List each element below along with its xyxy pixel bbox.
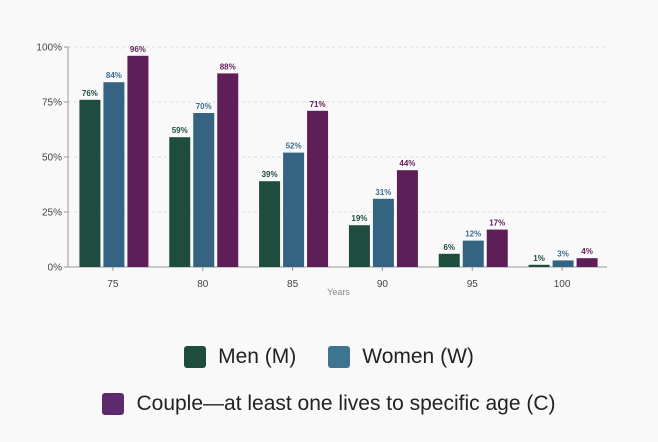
x-tick-label: 75 xyxy=(107,279,119,290)
bar xyxy=(217,73,239,268)
bar xyxy=(438,253,460,267)
y-tick-label: 0% xyxy=(48,263,63,274)
bar xyxy=(127,55,149,267)
legend-row-2: Couple—at least one lives to specific ag… xyxy=(0,389,658,419)
data-label: 88% xyxy=(220,62,236,71)
y-tick-label: 25% xyxy=(42,208,62,219)
data-label: 84% xyxy=(106,71,122,80)
data-label: 52% xyxy=(286,142,302,151)
data-label: 6% xyxy=(443,243,455,252)
x-axis-title: Years xyxy=(327,287,350,297)
legend-item-couple[interactable]: Couple—at least one lives to specific ag… xyxy=(102,392,556,416)
data-label: 70% xyxy=(196,102,212,111)
data-label: 44% xyxy=(399,159,415,168)
y-tick-label: 50% xyxy=(42,153,62,164)
y-tick-label: 100% xyxy=(36,43,62,54)
bar xyxy=(348,225,370,267)
data-label: 31% xyxy=(375,188,391,197)
legend-label-couple: Couple—at least one lives to specific ag… xyxy=(136,392,556,415)
bar xyxy=(79,99,101,267)
bar-chart: 0% 25% 50% 75% 100% 76% 84% 96% 75 59% 70% 88% 80 39%… xyxy=(36,43,607,297)
data-label: 4% xyxy=(581,247,593,256)
bar xyxy=(396,170,418,267)
data-label: 17% xyxy=(489,219,505,228)
chart-canvas: 0% 25% 50% 75% 100% 76% 84% 96% 75 59% 70% 88% 80 39%… xyxy=(36,43,607,297)
bar xyxy=(576,258,598,267)
data-label: 12% xyxy=(465,230,481,239)
x-tick-label: 80 xyxy=(197,279,209,290)
data-label: 39% xyxy=(262,170,278,179)
data-label: 19% xyxy=(351,214,367,223)
bar xyxy=(528,264,550,267)
y-tick-label: 75% xyxy=(42,98,62,109)
bar xyxy=(372,198,394,267)
data-label: 59% xyxy=(172,126,188,135)
legend-swatch-women xyxy=(328,346,351,368)
legend-item-men[interactable]: Men (M) xyxy=(184,345,296,369)
bar xyxy=(259,181,281,267)
bar xyxy=(552,260,574,267)
data-label: 96% xyxy=(130,45,146,54)
data-label: 71% xyxy=(310,100,326,109)
bar xyxy=(103,82,125,267)
legend-row-1: Men (M) Women (W) xyxy=(0,342,658,372)
legend-swatch-couple xyxy=(102,393,125,415)
data-label: 76% xyxy=(82,89,98,98)
data-label: 3% xyxy=(557,249,569,258)
bar xyxy=(307,110,329,267)
legend-swatch-men xyxy=(184,346,207,368)
x-tick-label: 85 xyxy=(287,279,299,290)
x-tick-label: 95 xyxy=(467,279,479,290)
bar xyxy=(486,229,508,267)
x-tick-label: 90 xyxy=(377,279,389,290)
legend-label-men: Men (M) xyxy=(218,345,297,368)
bar xyxy=(169,137,191,267)
bar xyxy=(193,113,215,267)
bar xyxy=(283,152,305,267)
bar xyxy=(462,240,484,267)
x-tick-label: 100 xyxy=(554,279,571,290)
data-label: 1% xyxy=(533,254,545,263)
legend-item-women[interactable]: Women (W) xyxy=(328,345,474,369)
legend-label-women: Women (W) xyxy=(362,345,474,368)
